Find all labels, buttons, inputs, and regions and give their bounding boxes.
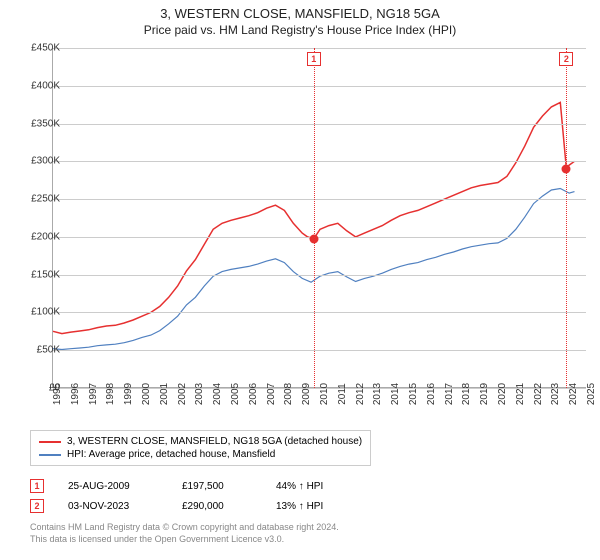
x-axis-label: 2006 — [248, 383, 259, 405]
legend-item: HPI: Average price, detached house, Mans… — [39, 448, 362, 461]
x-axis-label: 2024 — [568, 383, 579, 405]
legend-swatch — [39, 454, 61, 456]
transaction-marker: 1 — [30, 479, 44, 493]
x-axis-label: 1996 — [70, 383, 81, 405]
attribution-line: This data is licensed under the Open Gov… — [30, 534, 339, 546]
plot-area: 12 — [52, 48, 586, 388]
marker-badge: 2 — [559, 52, 573, 66]
chart-container: 3, WESTERN CLOSE, MANSFIELD, NG18 5GA Pr… — [0, 0, 600, 560]
title-block: 3, WESTERN CLOSE, MANSFIELD, NG18 5GA Pr… — [0, 0, 600, 37]
marker-dot — [309, 234, 318, 243]
x-axis-label: 1999 — [123, 383, 134, 405]
x-axis-label: 2021 — [515, 383, 526, 405]
x-axis-label: 2025 — [586, 383, 597, 405]
transaction-price: £290,000 — [182, 501, 252, 512]
x-axis-label: 2011 — [337, 383, 348, 405]
x-axis-label: 2004 — [212, 383, 223, 405]
chart-title: 3, WESTERN CLOSE, MANSFIELD, NG18 5GA — [0, 6, 600, 21]
y-axis-label: £450K — [31, 43, 60, 54]
x-axis-label: 2016 — [426, 383, 437, 405]
legend-swatch — [39, 441, 61, 443]
x-axis-label: 2002 — [177, 383, 188, 405]
x-axis-label: 2018 — [461, 383, 472, 405]
x-axis-label: 2012 — [355, 383, 366, 405]
grid-line — [53, 161, 586, 162]
x-axis-label: 2023 — [550, 383, 561, 405]
attribution-text: Contains HM Land Registry data © Crown c… — [30, 522, 339, 545]
x-axis-label: 1998 — [105, 383, 116, 405]
legend-label: HPI: Average price, detached house, Mans… — [67, 449, 275, 460]
x-axis-label: 1997 — [88, 383, 99, 405]
x-axis-label: 2003 — [194, 383, 205, 405]
legend: 3, WESTERN CLOSE, MANSFIELD, NG18 5GA (d… — [30, 430, 371, 466]
y-axis-label: £350K — [31, 118, 60, 129]
marker-dot — [562, 164, 571, 173]
legend-label: 3, WESTERN CLOSE, MANSFIELD, NG18 5GA (d… — [67, 436, 362, 447]
transaction-table: 1 25-AUG-2009 £197,500 44% ↑ HPI 2 03-NOV-202… — [30, 476, 323, 516]
chart-subtitle: Price paid vs. HM Land Registry's House … — [0, 23, 600, 37]
transaction-delta: 13% ↑ HPI — [276, 501, 323, 512]
transaction-price: £197,500 — [182, 481, 252, 492]
transaction-date: 03-NOV-2023 — [68, 501, 158, 512]
grid-line — [53, 86, 586, 87]
legend-item: 3, WESTERN CLOSE, MANSFIELD, NG18 5GA (d… — [39, 435, 362, 448]
marker-badge: 1 — [307, 52, 321, 66]
y-axis-label: £400K — [31, 80, 60, 91]
y-axis-label: £150K — [31, 269, 60, 280]
transaction-delta: 44% ↑ HPI — [276, 481, 323, 492]
y-axis-label: £250K — [31, 194, 60, 205]
marker-line — [314, 48, 315, 388]
x-axis-label: 2005 — [230, 383, 241, 405]
y-axis-label: £300K — [31, 156, 60, 167]
x-axis-label: 2000 — [141, 383, 152, 405]
x-axis-label: 2017 — [444, 383, 455, 405]
grid-line — [53, 275, 586, 276]
transaction-date: 25-AUG-2009 — [68, 481, 158, 492]
x-axis-label: 2014 — [390, 383, 401, 405]
y-axis-label: £200K — [31, 231, 60, 242]
y-axis-label: £50K — [37, 345, 60, 356]
x-axis-label: 2019 — [479, 383, 490, 405]
chart-lines — [53, 48, 586, 387]
x-axis-label: 1995 — [52, 383, 63, 405]
marker-line — [566, 48, 567, 388]
grid-line — [53, 124, 586, 125]
x-axis-label: 2007 — [266, 383, 277, 405]
x-axis-label: 2013 — [372, 383, 383, 405]
y-axis-label: £100K — [31, 307, 60, 318]
transaction-row: 2 03-NOV-2023 £290,000 13% ↑ HPI — [30, 496, 323, 516]
grid-line — [53, 199, 586, 200]
x-axis-label: 2001 — [159, 383, 170, 405]
x-axis-label: 2022 — [533, 383, 544, 405]
grid-line — [53, 312, 586, 313]
grid-line — [53, 237, 586, 238]
x-axis-label: 2010 — [319, 383, 330, 405]
grid-line — [53, 350, 586, 351]
grid-line — [53, 48, 586, 49]
x-axis-label: 2015 — [408, 383, 419, 405]
x-axis-label: 2008 — [283, 383, 294, 405]
transaction-marker: 2 — [30, 499, 44, 513]
x-axis-label: 2009 — [301, 383, 312, 405]
attribution-line: Contains HM Land Registry data © Crown c… — [30, 522, 339, 534]
transaction-row: 1 25-AUG-2009 £197,500 44% ↑ HPI — [30, 476, 323, 496]
x-axis-label: 2020 — [497, 383, 508, 405]
